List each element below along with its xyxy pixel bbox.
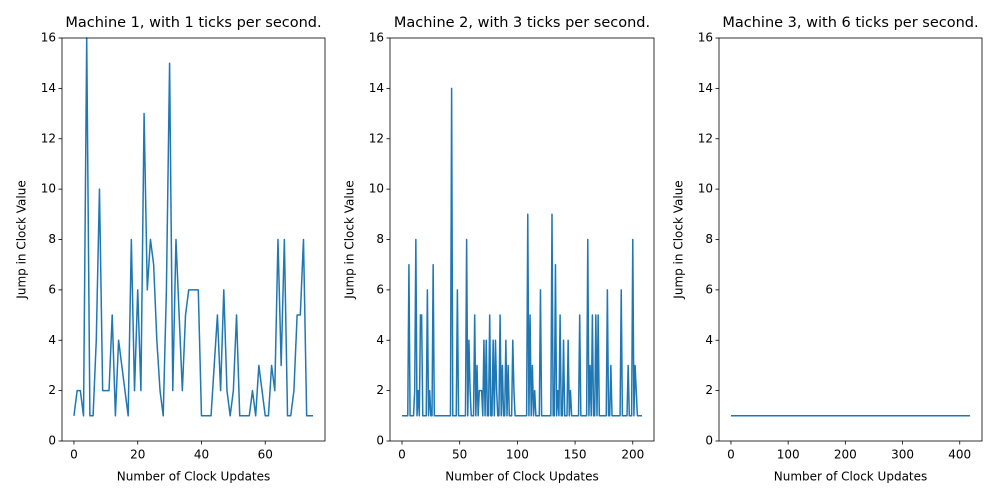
y-tick-label: 4: [705, 333, 713, 347]
x-tick-label: 100: [506, 448, 529, 462]
chart-title: Machine 2, with 3 ticks per second.: [394, 15, 650, 31]
y-tick-label: 14: [41, 81, 56, 95]
x-tick-label: 150: [564, 448, 587, 462]
x-tick-label: 40: [194, 448, 209, 462]
x-tick-label: 300: [891, 448, 914, 462]
axes-frame: [389, 37, 655, 442]
y-tick-label: 16: [698, 31, 713, 45]
y-tick-label: 10: [41, 182, 56, 196]
y-tick-label: 4: [48, 333, 56, 347]
y-tick-label: 8: [705, 232, 713, 246]
x-tick-label: 0: [70, 448, 78, 462]
x-tick-label: 200: [834, 448, 857, 462]
y-tick-label: 16: [369, 31, 384, 45]
y-tick-label: 2: [705, 383, 713, 397]
x-axis-label: Number of Clock Updates: [445, 470, 599, 484]
y-tick-label: 6: [48, 282, 56, 296]
y-tick-label: 12: [41, 131, 56, 145]
y-tick-label: 0: [48, 434, 56, 448]
x-tick-label: 50: [452, 448, 467, 462]
y-tick-label: 12: [369, 131, 384, 145]
y-axis-label: Jump in Clock Value: [15, 180, 29, 299]
y-tick-label: 2: [376, 383, 384, 397]
x-axis-label: Number of Clock Updates: [117, 470, 271, 484]
x-tick-label: 20: [130, 448, 145, 462]
x-tick-label: 0: [727, 448, 735, 462]
y-tick-label: 14: [369, 81, 384, 95]
chart-title: Machine 1, with 1 ticks per second.: [65, 15, 321, 31]
y-tick-label: 0: [705, 434, 713, 448]
y-tick-label: 6: [376, 282, 384, 296]
data-line: [402, 87, 642, 417]
x-axis-label: Number of Clock Updates: [774, 470, 928, 484]
y-tick-label: 4: [376, 333, 384, 347]
y-tick-label: 0: [376, 434, 384, 448]
y-tick-label: 12: [698, 131, 713, 145]
x-tick-label: 60: [258, 448, 273, 462]
x-tick-label: 200: [621, 448, 644, 462]
y-tick-label: 8: [376, 232, 384, 246]
data-line: [73, 37, 314, 417]
y-tick-label: 2: [48, 383, 56, 397]
y-tick-label: 6: [705, 282, 713, 296]
chart-title: Machine 3, with 6 ticks per second.: [722, 15, 978, 31]
axes-frame: [61, 37, 326, 442]
y-tick-label: 14: [698, 81, 713, 95]
axes-frame: [718, 37, 983, 442]
y-tick-label: 10: [698, 182, 713, 196]
x-tick-label: 400: [948, 448, 971, 462]
y-axis-label: Jump in Clock Value: [672, 180, 686, 299]
y-axis-label: Jump in Clock Value: [343, 180, 357, 299]
y-tick-label: 16: [41, 31, 56, 45]
x-tick-label: 100: [777, 448, 800, 462]
y-tick-label: 8: [48, 232, 56, 246]
y-tick-label: 10: [369, 182, 384, 196]
x-tick-label: 0: [398, 448, 406, 462]
